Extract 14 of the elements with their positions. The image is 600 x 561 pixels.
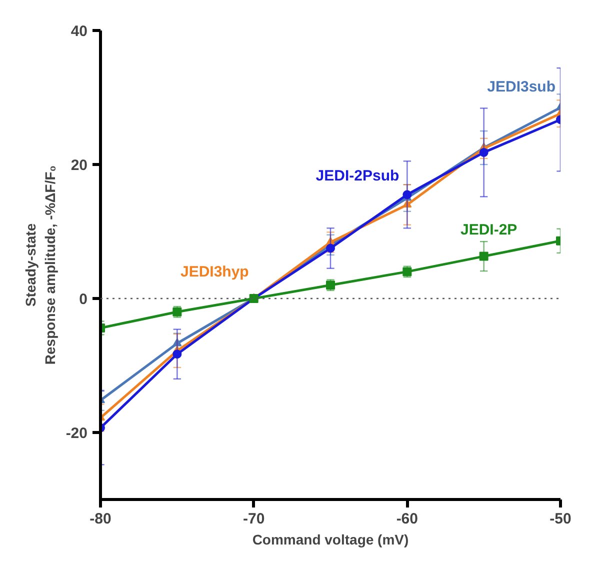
x-tick-label: -80 — [90, 510, 112, 528]
series-label: JEDI3hyp — [180, 264, 249, 280]
y-tick-label: 0 — [79, 291, 88, 308]
y-tick-label: 40 — [70, 23, 88, 40]
x-tick-label: -70 — [242, 510, 265, 528]
x-axis-title: Command voltage (mV) — [252, 532, 409, 548]
y-tick-label: -20 — [66, 425, 88, 442]
series-label: JEDI-2Psub — [316, 168, 400, 185]
series-label: JEDI-2P — [460, 221, 518, 238]
series-label: JEDI3sub — [487, 78, 556, 96]
y-tick-label: 20 — [70, 157, 88, 174]
x-tick-label: -60 — [396, 510, 418, 528]
x-tick-label: -50 — [550, 510, 572, 528]
y-axis-title: Steady-state Response amplitude, -%ΔF/F₀ — [22, 165, 58, 365]
